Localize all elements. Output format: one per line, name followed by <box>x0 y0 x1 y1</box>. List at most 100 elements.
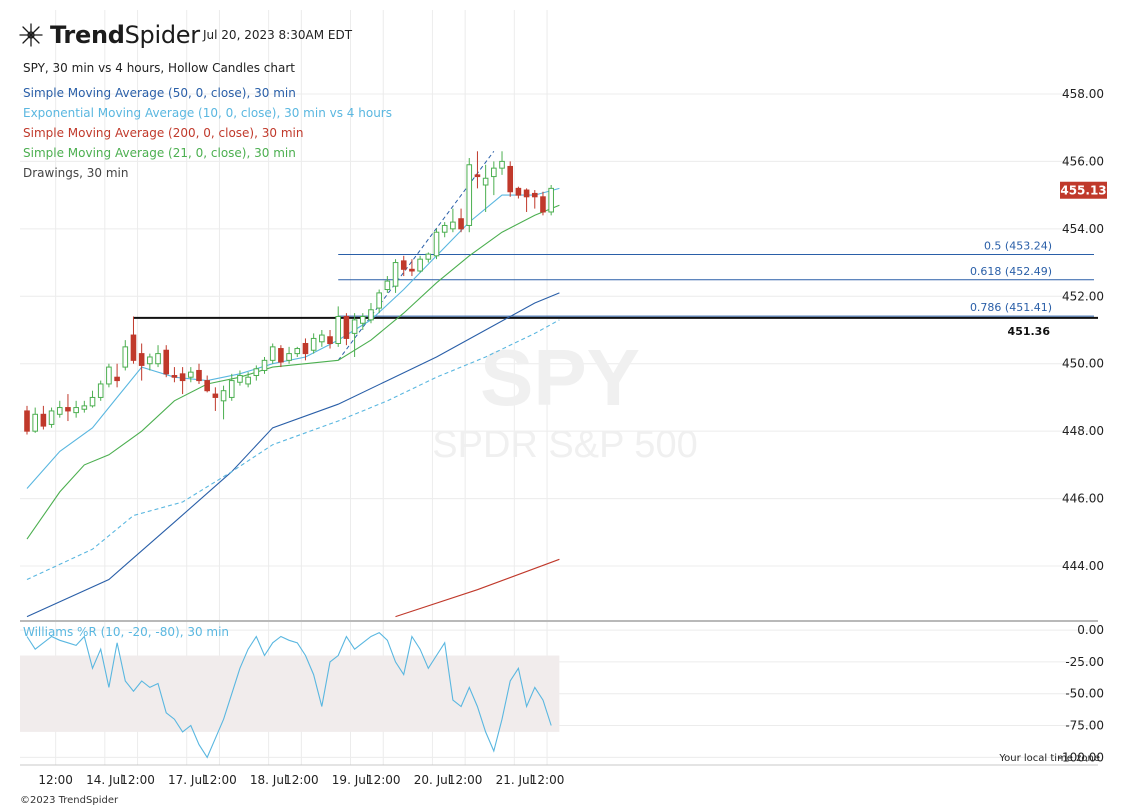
candle[interactable] <box>56 400 63 418</box>
candle[interactable] <box>400 255 407 277</box>
candle[interactable] <box>196 363 202 384</box>
candle[interactable] <box>188 367 194 383</box>
candle-body <box>319 334 325 343</box>
candle[interactable] <box>515 186 522 199</box>
candle-body <box>261 359 268 371</box>
candle-body <box>507 165 514 193</box>
candle[interactable] <box>220 385 227 420</box>
candle[interactable] <box>48 407 55 428</box>
candle-body <box>220 390 227 402</box>
legend-ema-10[interactable]: Exponential Moving Average (10, 0, close… <box>23 106 392 120</box>
candle[interactable] <box>458 208 464 233</box>
candle[interactable] <box>531 190 538 209</box>
candle[interactable] <box>294 346 301 357</box>
candle-body <box>343 316 350 339</box>
candle[interactable] <box>359 313 366 330</box>
y-tick-label: 444.00 <box>1062 559 1104 573</box>
candle[interactable] <box>409 259 415 277</box>
candle[interactable] <box>384 276 391 293</box>
candle[interactable] <box>253 365 260 381</box>
candle[interactable] <box>245 372 251 388</box>
candle[interactable] <box>417 255 423 273</box>
williams-r-line[interactable] <box>26 631 552 759</box>
osc-y-tick-label: -25.00 <box>1065 655 1104 669</box>
candle[interactable] <box>106 363 112 388</box>
candle[interactable] <box>286 346 292 364</box>
candle[interactable] <box>507 161 514 197</box>
candle-body <box>40 413 47 427</box>
candle[interactable] <box>73 400 79 418</box>
candle[interactable] <box>114 363 120 388</box>
candle[interactable] <box>302 338 309 361</box>
legend-sma-50[interactable]: Simple Moving Average (50, 0, close), 30… <box>23 86 296 100</box>
candle[interactable] <box>474 151 481 189</box>
horizontal-level-label: 451.36 <box>1008 325 1051 338</box>
candle[interactable] <box>261 356 268 374</box>
candle[interactable] <box>228 373 235 401</box>
candle[interactable] <box>24 405 30 435</box>
candle[interactable] <box>147 353 153 371</box>
candle[interactable] <box>343 313 350 346</box>
candle[interactable] <box>482 164 489 212</box>
candle[interactable] <box>81 400 88 413</box>
candle[interactable] <box>523 188 530 212</box>
x-tick-label: 18. Jul <box>250 773 287 787</box>
candle[interactable] <box>179 367 186 395</box>
x-tick-label: 12:00 <box>530 773 565 787</box>
candle[interactable] <box>89 390 96 408</box>
y-tick-label: 454.00 <box>1062 222 1104 236</box>
x-tick-label: 12:00 <box>366 773 401 787</box>
moving-average-line[interactable] <box>26 292 560 618</box>
candle-body <box>130 334 137 361</box>
legend-drawings[interactable]: Drawings, 30 min <box>23 166 129 180</box>
candle[interactable] <box>32 407 38 433</box>
candle[interactable] <box>466 158 473 233</box>
candle[interactable] <box>540 191 546 216</box>
candle[interactable] <box>548 185 554 216</box>
trendspider-logo[interactable]: TrendSpider <box>18 20 200 50</box>
candle[interactable] <box>40 405 47 430</box>
osc-y-tick-label: -100.00 <box>1058 750 1104 764</box>
candle[interactable] <box>351 313 358 357</box>
x-tick-label: 20. Jul <box>414 773 451 787</box>
legend-chart-title[interactable]: SPY, 30 min vs 4 hours, Hollow Candles c… <box>23 61 295 75</box>
x-tick-label: 21. Jul <box>496 773 533 787</box>
candle[interactable] <box>171 367 178 383</box>
moving-average-line[interactable] <box>26 204 560 540</box>
moving-average-line[interactable] <box>395 558 560 618</box>
candle[interactable] <box>212 387 219 411</box>
candle[interactable] <box>122 340 129 371</box>
candle[interactable] <box>97 380 104 401</box>
candle[interactable] <box>269 343 276 364</box>
moving-average-line[interactable] <box>26 319 560 580</box>
x-tick-label: 12:00 <box>120 773 155 787</box>
candle[interactable] <box>327 330 333 349</box>
candle[interactable] <box>392 259 399 293</box>
candle[interactable] <box>499 151 505 175</box>
candle-body <box>65 407 71 412</box>
candle[interactable] <box>425 252 432 263</box>
candle[interactable] <box>278 345 284 368</box>
candle[interactable] <box>163 345 170 378</box>
candle[interactable] <box>433 228 440 260</box>
candle[interactable] <box>335 306 342 347</box>
candle-body <box>376 292 382 309</box>
osc-y-tick-label: -75.00 <box>1065 719 1104 733</box>
legend-sma-21[interactable]: Simple Moving Average (21, 0, close), 30… <box>23 146 296 160</box>
candle[interactable] <box>204 375 210 393</box>
candle[interactable] <box>310 333 317 354</box>
last-price-tag[interactable] <box>1060 181 1107 199</box>
candle[interactable] <box>450 208 456 233</box>
candle[interactable] <box>237 370 243 386</box>
candle[interactable] <box>130 316 137 364</box>
candle[interactable] <box>376 289 382 314</box>
legend-sma-200[interactable]: Simple Moving Average (200, 0, close), 3… <box>23 126 304 140</box>
candle[interactable] <box>138 343 145 381</box>
candle[interactable] <box>155 345 161 368</box>
candle[interactable] <box>65 394 71 422</box>
candle[interactable] <box>441 222 448 238</box>
candle[interactable] <box>491 161 497 196</box>
candle[interactable] <box>319 330 325 347</box>
candles[interactable] <box>24 151 554 435</box>
candle[interactable] <box>368 303 374 324</box>
